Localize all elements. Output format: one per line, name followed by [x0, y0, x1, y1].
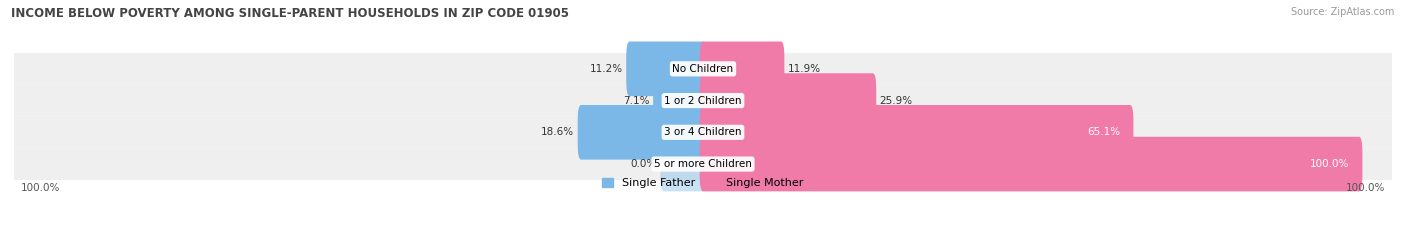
Text: 0.0%: 0.0% — [631, 159, 657, 169]
Text: 1 or 2 Children: 1 or 2 Children — [664, 96, 742, 106]
FancyBboxPatch shape — [700, 41, 785, 96]
FancyBboxPatch shape — [14, 85, 1392, 116]
Text: 18.6%: 18.6% — [541, 127, 575, 137]
Text: 100.0%: 100.0% — [21, 183, 60, 193]
Text: 65.1%: 65.1% — [1087, 127, 1121, 137]
Text: 11.2%: 11.2% — [591, 64, 623, 74]
FancyBboxPatch shape — [700, 137, 1362, 191]
Legend: Single Father, Single Mother: Single Father, Single Mother — [598, 174, 808, 193]
FancyBboxPatch shape — [578, 105, 706, 160]
Text: 11.9%: 11.9% — [787, 64, 821, 74]
FancyBboxPatch shape — [14, 53, 1392, 85]
FancyBboxPatch shape — [626, 41, 706, 96]
FancyBboxPatch shape — [700, 73, 876, 128]
Text: 7.1%: 7.1% — [623, 96, 650, 106]
Text: 3 or 4 Children: 3 or 4 Children — [664, 127, 742, 137]
FancyBboxPatch shape — [14, 116, 1392, 148]
Text: 25.9%: 25.9% — [880, 96, 912, 106]
Text: 5 or more Children: 5 or more Children — [654, 159, 752, 169]
FancyBboxPatch shape — [700, 105, 1133, 160]
Text: 100.0%: 100.0% — [1346, 183, 1385, 193]
FancyBboxPatch shape — [661, 137, 706, 191]
FancyBboxPatch shape — [654, 73, 706, 128]
Text: No Children: No Children — [672, 64, 734, 74]
Text: 100.0%: 100.0% — [1310, 159, 1350, 169]
FancyBboxPatch shape — [14, 148, 1392, 180]
Text: Source: ZipAtlas.com: Source: ZipAtlas.com — [1291, 7, 1395, 17]
Text: INCOME BELOW POVERTY AMONG SINGLE-PARENT HOUSEHOLDS IN ZIP CODE 01905: INCOME BELOW POVERTY AMONG SINGLE-PARENT… — [11, 7, 569, 20]
